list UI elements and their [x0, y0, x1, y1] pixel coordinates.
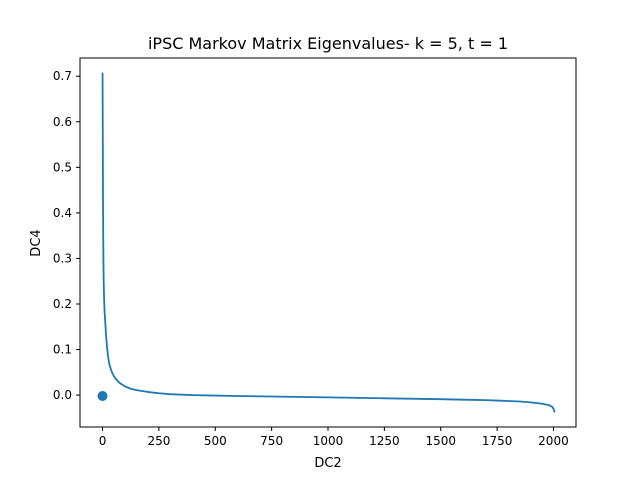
- x-tick-label: 750: [260, 434, 283, 448]
- y-tick-label: 0.2: [53, 297, 72, 311]
- y-tick-label: 0.3: [53, 251, 72, 265]
- y-tick-label: 0.6: [53, 115, 72, 129]
- x-tick-label: 1000: [313, 434, 344, 448]
- y-tick-label: 0.5: [53, 160, 72, 174]
- x-axis: 0 250 500 750 1000 1250 1500 1750 2000: [99, 427, 569, 448]
- x-tick-label: 250: [147, 434, 170, 448]
- y-tick-label: 0.7: [53, 69, 72, 83]
- x-tick-label: 1750: [482, 434, 513, 448]
- y-tick-label: 0.1: [53, 343, 72, 357]
- x-axis-label: DC2: [314, 456, 341, 471]
- x-tick-label: 500: [204, 434, 227, 448]
- y-axis: 0.0 0.1 0.2 0.3 0.4 0.5 0.6 0.7: [53, 69, 80, 402]
- x-tick-label: 0: [99, 434, 107, 448]
- scatter-point: [97, 391, 108, 402]
- y-axis-label: DC4: [29, 229, 44, 256]
- y-tick-label: 0.4: [53, 206, 72, 220]
- chart-title: iPSC Markov Matrix Eigenvalues- k = 5, t…: [148, 34, 508, 53]
- x-tick-label: 1250: [369, 434, 400, 448]
- series-layer: [97, 72, 556, 413]
- y-tick-label: 0.0: [53, 388, 72, 402]
- x-tick-label: 2000: [538, 434, 569, 448]
- series-line: [101, 72, 556, 413]
- x-tick-label: 1500: [425, 434, 456, 448]
